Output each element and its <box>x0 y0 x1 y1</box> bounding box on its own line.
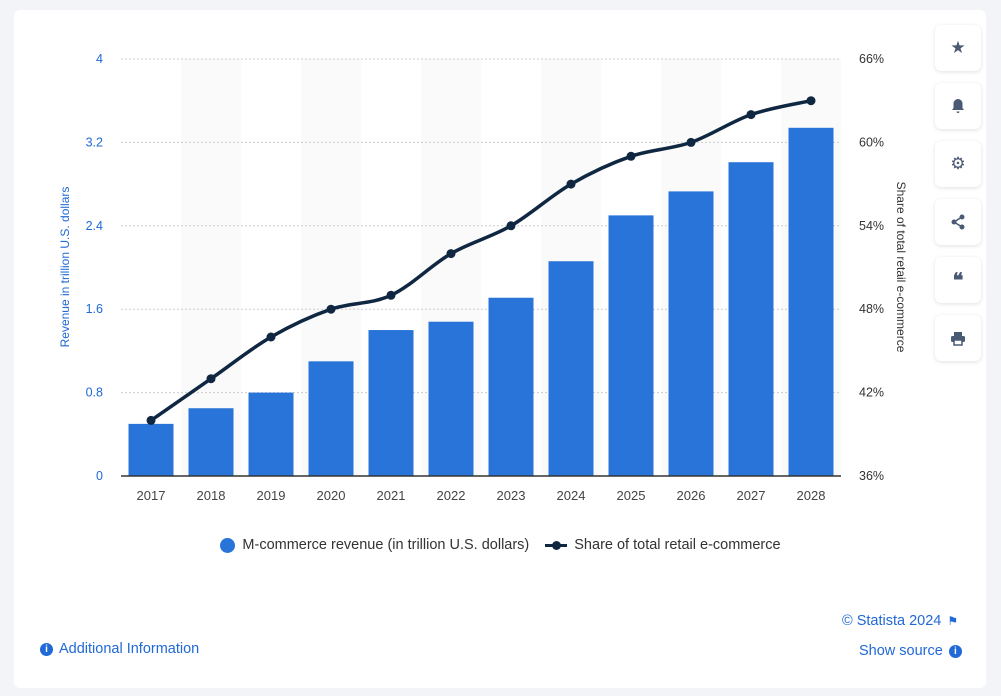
right-axis-title: Share of total retail e-commerce <box>894 182 908 353</box>
legend-line-label: Share of total retail e-commerce <box>574 537 781 553</box>
left-tick-label: 4 <box>96 52 103 66</box>
x-tick-label: 2026 <box>677 488 706 503</box>
legend-item-bar[interactable]: M-commerce revenue (in trillion U.S. dol… <box>220 537 529 553</box>
right-tick-label: 60% <box>859 135 884 149</box>
additional-information-text: Additional Information <box>59 641 200 657</box>
bar-2019 <box>248 392 294 476</box>
x-tick-label: 2020 <box>317 488 346 503</box>
bar-2023 <box>488 297 534 476</box>
bar-2021 <box>368 330 414 476</box>
x-tick-label: 2019 <box>257 488 286 503</box>
share-button[interactable] <box>935 199 981 245</box>
right-tick-label: 48% <box>859 302 884 316</box>
notify-button[interactable] <box>935 83 981 129</box>
bar-2024 <box>548 261 594 476</box>
legend-item-line[interactable]: Share of total retail e-commerce <box>545 537 781 553</box>
info-icon: i <box>948 644 962 658</box>
x-tick-label: 2024 <box>557 488 586 503</box>
flag-icon: ⚑ <box>947 614 959 628</box>
info-icon: i <box>40 642 53 656</box>
line-point-2025 <box>626 151 636 161</box>
star-icon: ★ <box>950 38 966 57</box>
line-point-2019 <box>266 332 276 342</box>
bar-2025 <box>608 215 654 476</box>
left-tick-label: 1.6 <box>86 302 103 316</box>
x-tick-label: 2017 <box>137 488 166 503</box>
line-point-2018 <box>206 374 216 384</box>
print-button[interactable] <box>935 315 981 361</box>
cite-button[interactable]: ❝ <box>935 257 981 303</box>
bar-2020 <box>308 361 354 476</box>
x-tick-label: 2021 <box>377 488 406 503</box>
right-tick-label: 36% <box>859 469 884 483</box>
line-point-2022 <box>446 249 456 259</box>
print-icon <box>951 331 965 346</box>
share-icon <box>951 214 965 230</box>
bell-icon <box>952 99 964 113</box>
right-tick-label: 42% <box>859 386 884 400</box>
additional-information-link[interactable]: i Additional Information <box>40 641 199 657</box>
chart: 0 36% 0.8 42% 1.6 48% 2.4 54% 3.2 60% 4 66% 2017 2018… <box>58 52 908 503</box>
left-tick-label: 0.8 <box>86 386 103 400</box>
show-source-text: Show source <box>859 643 943 659</box>
gear-icon: ⚙ <box>950 154 966 173</box>
x-tick-label: 2018 <box>197 488 226 503</box>
legend: M-commerce revenue (in trillion U.S. dol… <box>0 537 1001 553</box>
bar-2027 <box>728 162 774 476</box>
show-source-link[interactable]: Show source i <box>859 643 962 659</box>
line-point-2027 <box>746 110 756 120</box>
x-tick-label: 2022 <box>437 488 466 503</box>
legend-line-marker <box>545 540 568 550</box>
line-point-2021 <box>386 290 396 300</box>
line-point-2023 <box>506 221 516 231</box>
settings-button[interactable]: ⚙ <box>935 141 981 187</box>
copyright-link[interactable]: © Statista 2024 ⚑ <box>842 613 958 629</box>
legend-bar-marker <box>220 537 236 553</box>
favorite-button[interactable]: ★ <box>935 25 981 71</box>
sidebar-actions: ★ ⚙ ❝ <box>935 25 983 373</box>
left-tick-label: 3.2 <box>86 135 103 149</box>
right-tick-label: 66% <box>859 52 884 66</box>
line-point-2017 <box>146 415 156 425</box>
bar-2028 <box>788 127 834 477</box>
bar-2022 <box>428 321 474 476</box>
right-tick-label: 54% <box>859 219 884 233</box>
x-tick-label: 2023 <box>497 488 526 503</box>
left-tick-label: 0 <box>96 469 103 483</box>
quote-icon: ❝ <box>952 269 964 292</box>
x-tick-label: 2027 <box>737 488 766 503</box>
line-point-2026 <box>686 137 696 147</box>
bar-2018 <box>188 408 234 476</box>
legend-bar-label: M-commerce revenue (in trillion U.S. dol… <box>242 537 530 553</box>
line-point-2028 <box>806 96 816 106</box>
left-axis-title: Revenue in trillion U.S. dollars <box>58 187 72 348</box>
x-tick-label: 2025 <box>617 488 646 503</box>
copyright-text: © Statista 2024 <box>842 613 942 629</box>
bar-2017 <box>128 423 174 476</box>
bar-2026 <box>668 191 714 476</box>
line-point-2024 <box>566 179 576 189</box>
left-tick-label: 2.4 <box>86 219 103 233</box>
column-band <box>181 59 241 476</box>
x-tick-label: 2028 <box>797 488 826 503</box>
line-point-2020 <box>326 304 336 314</box>
